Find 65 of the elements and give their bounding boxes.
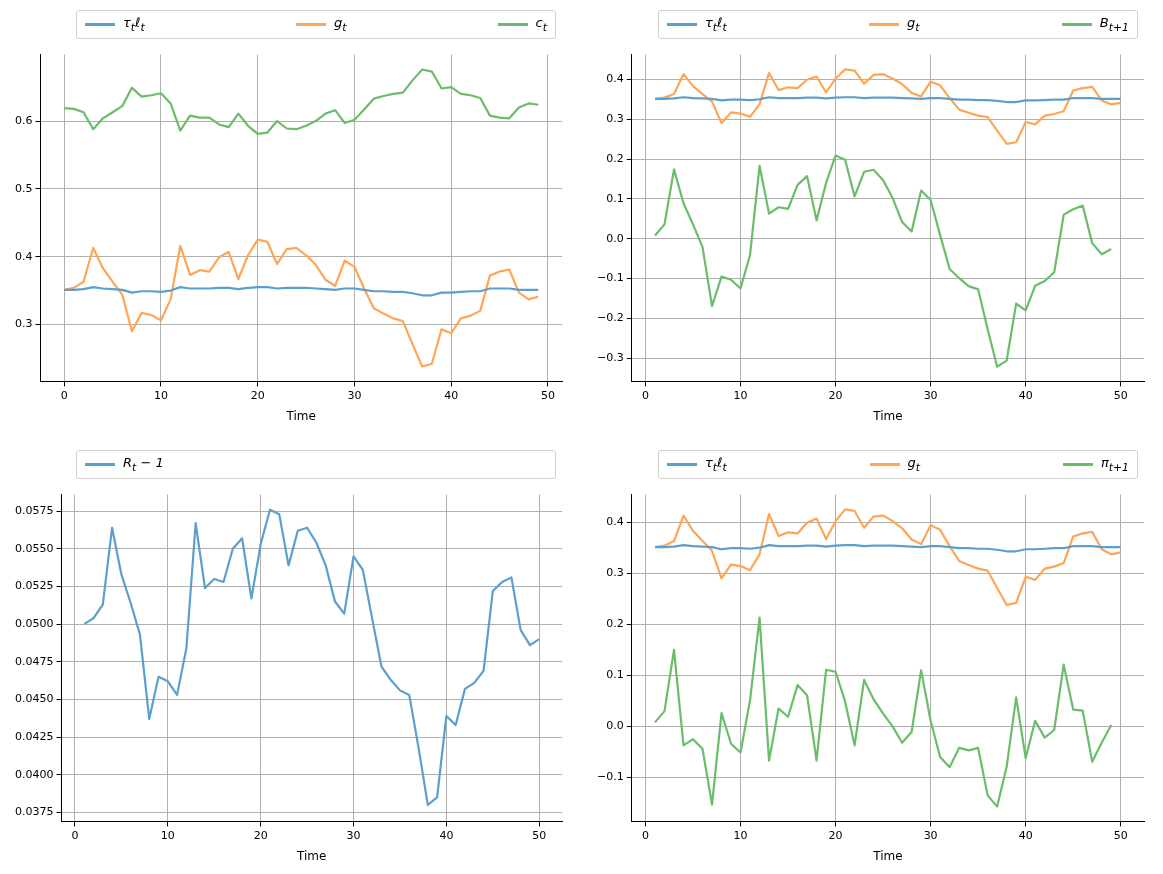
- x-tick-label: 20: [828, 828, 843, 842]
- y-tick-label: 0.0475: [14, 654, 54, 668]
- y-tick-label: 0.0450: [14, 691, 54, 705]
- x-tick-label: 40: [1018, 388, 1033, 402]
- x-axis-title: Time: [872, 848, 903, 863]
- x-tick-label: 30: [923, 388, 938, 402]
- x-tick-label: 10: [733, 388, 748, 402]
- legend-label: τ$_{t}$ℓ$_{t}$: [123, 15, 145, 34]
- y-tick-label: 0.1: [606, 667, 624, 681]
- legend-label: τ$_{t}$ℓ$_{t}$: [705, 455, 727, 474]
- y-tick-label: 0.3: [606, 565, 624, 579]
- x-tick-label: 10: [153, 388, 168, 402]
- y-tick-label: 0.0575: [14, 503, 54, 517]
- y-tick-label: 0.6: [14, 113, 33, 127]
- legend-label: π$_{t+1}$: [1100, 455, 1129, 474]
- y-tick-label: −0.2: [596, 310, 624, 324]
- x-axis-title: Time: [872, 408, 903, 423]
- x-tick-label: 50: [1113, 828, 1128, 842]
- y-tick-label: 0.4: [14, 249, 33, 263]
- y-tick-label: −0.1: [596, 271, 624, 285]
- x-tick-label: 50: [540, 388, 555, 402]
- y-tick-label: 0.1: [606, 191, 624, 205]
- legend-label: g$_{t}$: [333, 15, 347, 34]
- x-tick-label: 10: [733, 828, 748, 842]
- y-tick-label: 0.4: [606, 514, 624, 528]
- x-axis-title: Time: [285, 408, 316, 423]
- x-tick-label: 30: [923, 828, 938, 842]
- x-tick-label: 0: [641, 388, 649, 402]
- x-tick-label: 0: [71, 828, 79, 842]
- x-tick-label: 40: [444, 388, 459, 402]
- x-tick-label: 40: [439, 828, 454, 842]
- y-tick-label: 0.0: [606, 231, 624, 245]
- legend-label: B$_{t+1}$: [1099, 15, 1129, 34]
- y-tick-label: 0.2: [606, 151, 624, 165]
- x-tick-label: 20: [253, 828, 268, 842]
- x-tick-label: 20: [828, 388, 843, 402]
- x-tick-label: 50: [532, 828, 547, 842]
- y-tick-label: 0.3: [606, 111, 624, 125]
- x-tick-label: 0: [60, 388, 68, 402]
- y-tick-label: 0.0525: [14, 578, 54, 592]
- x-tick-label: 30: [346, 828, 361, 842]
- x-tick-label: 0: [641, 828, 649, 842]
- y-tick-label: 0.4: [606, 71, 624, 85]
- y-tick-label: 0.0375: [14, 804, 54, 818]
- y-tick-label: 0.0400: [14, 767, 54, 781]
- x-tick-label: 50: [1113, 388, 1128, 402]
- legend-label: g$_{t}$: [907, 15, 920, 34]
- x-tick-label: 30: [347, 388, 362, 402]
- y-tick-label: 0.3: [14, 316, 33, 330]
- legend-label: c$_{t}$: [535, 15, 547, 34]
- y-tick-label: 0.0425: [14, 729, 54, 743]
- y-tick-label: 0.0: [606, 718, 624, 732]
- legend-label: R$_{t}$ − 1: [123, 455, 164, 474]
- y-tick-label: −0.1: [596, 769, 624, 783]
- y-tick-label: 0.2: [606, 616, 624, 630]
- legend-label: g$_{t}$: [907, 455, 921, 474]
- y-tick-label: 0.0500: [14, 616, 54, 630]
- x-tick-label: 10: [160, 828, 175, 842]
- y-tick-label: 0.5: [14, 181, 33, 195]
- y-tick-label: −0.3: [596, 350, 624, 364]
- x-tick-label: 40: [1018, 828, 1033, 842]
- legend-label: τ$_{t}$ℓ$_{t}$: [705, 15, 727, 34]
- x-axis-title: Time: [296, 848, 327, 863]
- x-tick-label: 20: [250, 388, 265, 402]
- y-tick-label: 0.0550: [14, 541, 54, 555]
